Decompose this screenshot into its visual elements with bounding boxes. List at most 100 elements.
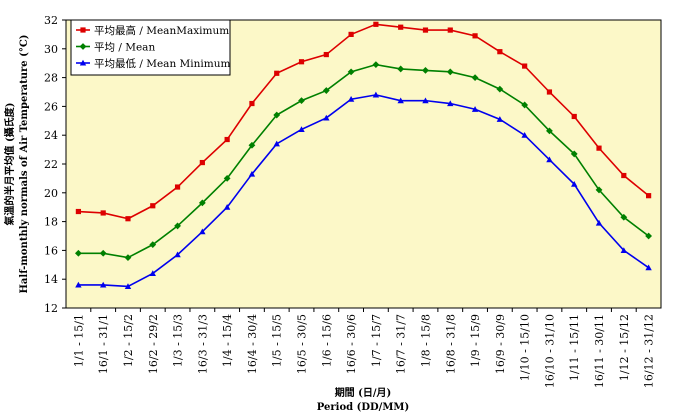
- data-point: [323, 51, 329, 58]
- data-point: [620, 213, 628, 221]
- data-point: [646, 193, 652, 199]
- x-tick-label: 1/12 - 15/12: [618, 314, 631, 381]
- data-point: [348, 31, 354, 37]
- data-point: [571, 180, 578, 187]
- data-point: [198, 199, 206, 207]
- x-tick-label: 1/9 - 15/9: [469, 314, 482, 367]
- data-point: [347, 68, 355, 76]
- data-point: [422, 97, 429, 104]
- legend-label: 平均最高 / MeanMaximum: [94, 24, 229, 37]
- x-tick-label: 1/10 - 15/10: [519, 314, 532, 381]
- data-point: [521, 132, 528, 138]
- data-point: [471, 74, 479, 81]
- legend-item: 平均 / Mean: [76, 42, 155, 54]
- data-point: [224, 136, 230, 143]
- y-tick-label: 30: [44, 43, 58, 56]
- y-tick-label: 22: [44, 158, 58, 171]
- data-point: [397, 65, 405, 73]
- data-point: [75, 208, 81, 215]
- data-point: [322, 87, 330, 94]
- data-point: [248, 170, 256, 177]
- data-point: [471, 106, 479, 112]
- x-tick-label: 16/1 - 31/1: [97, 314, 110, 374]
- data-point: [397, 97, 404, 104]
- data-point: [174, 184, 181, 190]
- data-point: [249, 100, 255, 107]
- data-point: [446, 68, 454, 76]
- data-point: [373, 21, 379, 27]
- data-point: [645, 264, 652, 271]
- y-tick-label: 12: [44, 302, 58, 315]
- data-point: [150, 203, 156, 209]
- data-point: [80, 27, 86, 33]
- x-tick-label: 1/4 - 15/4: [221, 314, 234, 367]
- series-line: [78, 63, 650, 259]
- data-point: [149, 241, 157, 249]
- y-axis-title-zh: 氣溫的半月平均值 (攝氏度): [3, 103, 16, 226]
- x-tick-label: 16/9 - 30/9: [494, 314, 507, 374]
- x-tick-label: 16/4 - 30/4: [246, 314, 259, 374]
- data-point: [174, 251, 181, 258]
- data-point: [174, 222, 181, 230]
- data-point: [422, 67, 429, 74]
- data-point: [298, 59, 305, 65]
- data-point: [298, 126, 305, 132]
- data-point: [645, 232, 653, 240]
- data-point: [398, 24, 404, 30]
- x-tick-label: 1/6 - 15/6: [320, 314, 333, 367]
- legend: 平均最高 / MeanMaximum 平均 / Mean 平均最低 / Mean M…: [70, 19, 231, 76]
- data-point: [125, 216, 131, 222]
- data-point: [149, 270, 156, 276]
- data-point: [99, 281, 107, 288]
- data-point: [546, 127, 553, 135]
- data-point: [99, 249, 107, 257]
- data-point: [199, 159, 205, 166]
- data-point: [546, 156, 553, 163]
- data-point: [274, 70, 280, 76]
- series-3: [75, 91, 652, 289]
- series-1: [75, 21, 652, 222]
- x-axis-title-en: Period (DD/MM): [317, 402, 409, 413]
- data-point: [522, 63, 528, 69]
- x-tick-label: 16/11 - 30/11: [593, 314, 606, 388]
- data-point: [124, 254, 132, 261]
- x-axis: 1/1 - 15/1 16/1 - 31/1 1/2 - 15/2 16/2 - 29…: [72, 308, 656, 388]
- legend-item: 平均最高 / MeanMaximum: [76, 24, 229, 37]
- x-tick-label: 16/3 - 31/3: [196, 314, 209, 374]
- data-point: [273, 111, 281, 119]
- data-point: [79, 59, 87, 66]
- data-point: [199, 228, 206, 235]
- data-point: [447, 27, 453, 33]
- y-tick-label: 32: [44, 14, 58, 27]
- data-point: [100, 210, 106, 216]
- data-point: [496, 116, 504, 122]
- data-point: [124, 283, 132, 289]
- y-tick-label: 18: [44, 216, 58, 229]
- y-axis: 12 14 16 18 20 22 24 26 28 30 32: [44, 14, 66, 315]
- data-point: [447, 100, 454, 107]
- y-tick-label: 28: [44, 72, 58, 85]
- data-point: [596, 145, 602, 151]
- y-tick-label: 20: [44, 187, 58, 200]
- y-tick-label: 26: [44, 100, 58, 113]
- series-layer: [74, 21, 653, 289]
- x-tick-label: 1/2 - 15/2: [122, 314, 135, 367]
- data-point: [298, 97, 305, 105]
- x-tick-label: 16/7 - 31/7: [395, 314, 408, 374]
- data-point: [422, 27, 429, 33]
- y-axis-title-en: Half-monthly normals of Air Temperature …: [19, 34, 30, 293]
- series-line: [78, 23, 650, 220]
- legend-box: [70, 19, 231, 76]
- x-tick-label: 16/5 - 30/5: [296, 314, 309, 374]
- data-point: [497, 49, 503, 55]
- data-point: [521, 101, 529, 109]
- legend-label: 平均最低 / Mean Minimum: [94, 57, 230, 70]
- data-point: [75, 281, 82, 288]
- x-tick-label: 1/11 - 15/11: [568, 314, 581, 381]
- data-point: [347, 96, 355, 102]
- y-tick-label: 16: [44, 244, 58, 257]
- x-tick-label: 16/6 - 30/6: [345, 314, 358, 374]
- data-point: [496, 85, 504, 93]
- data-point: [273, 140, 280, 147]
